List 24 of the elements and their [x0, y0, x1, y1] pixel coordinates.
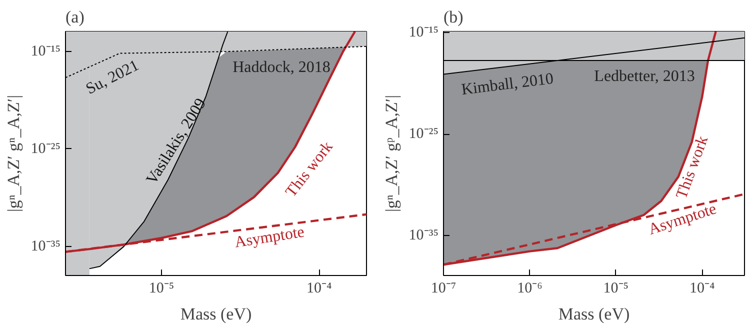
y-tick-label: 10⁻¹⁵: [408, 24, 439, 41]
y-tick-label: 10⁻³⁵: [30, 238, 61, 254]
x-axis-title: Mass (eV): [180, 304, 252, 324]
chart-title: (b): [444, 8, 464, 26]
x-axis-title: Mass (eV): [558, 304, 630, 324]
annotation: Ledbetter, 2013: [594, 68, 695, 85]
annotation: Su, 2021: [83, 57, 142, 98]
y-tick-label: 10⁻³⁵: [408, 228, 439, 244]
x-tick-label: 10⁻⁷: [430, 280, 456, 296]
x-tick-label: 10⁻⁵: [148, 280, 174, 296]
y-axis-title: |gⁿ_A,Z′ gᵖ_A,Z′|: [382, 95, 401, 212]
annotation: Asymptote: [233, 224, 306, 252]
x-tick-label: 10⁻⁴: [306, 280, 332, 296]
y-axis-title: |gⁿ_A,Z′ gⁿ_A,Z′|: [4, 94, 23, 212]
chart-title: (a): [66, 8, 84, 26]
y-tick-label: 10⁻²⁵: [408, 126, 439, 142]
y-tick-label: 10⁻¹⁵: [30, 44, 61, 60]
x-tick-label: 10⁻⁴: [690, 280, 715, 296]
annotation: Kimball, 2010: [460, 70, 554, 99]
x-tick-label: 10⁻⁶: [517, 280, 542, 296]
y-tick-label: 10⁻²⁵: [30, 140, 61, 157]
annotation: Haddock, 2018: [232, 59, 330, 76]
x-tick-label: 10⁻⁵: [603, 280, 629, 296]
annotation: This work: [673, 134, 712, 202]
